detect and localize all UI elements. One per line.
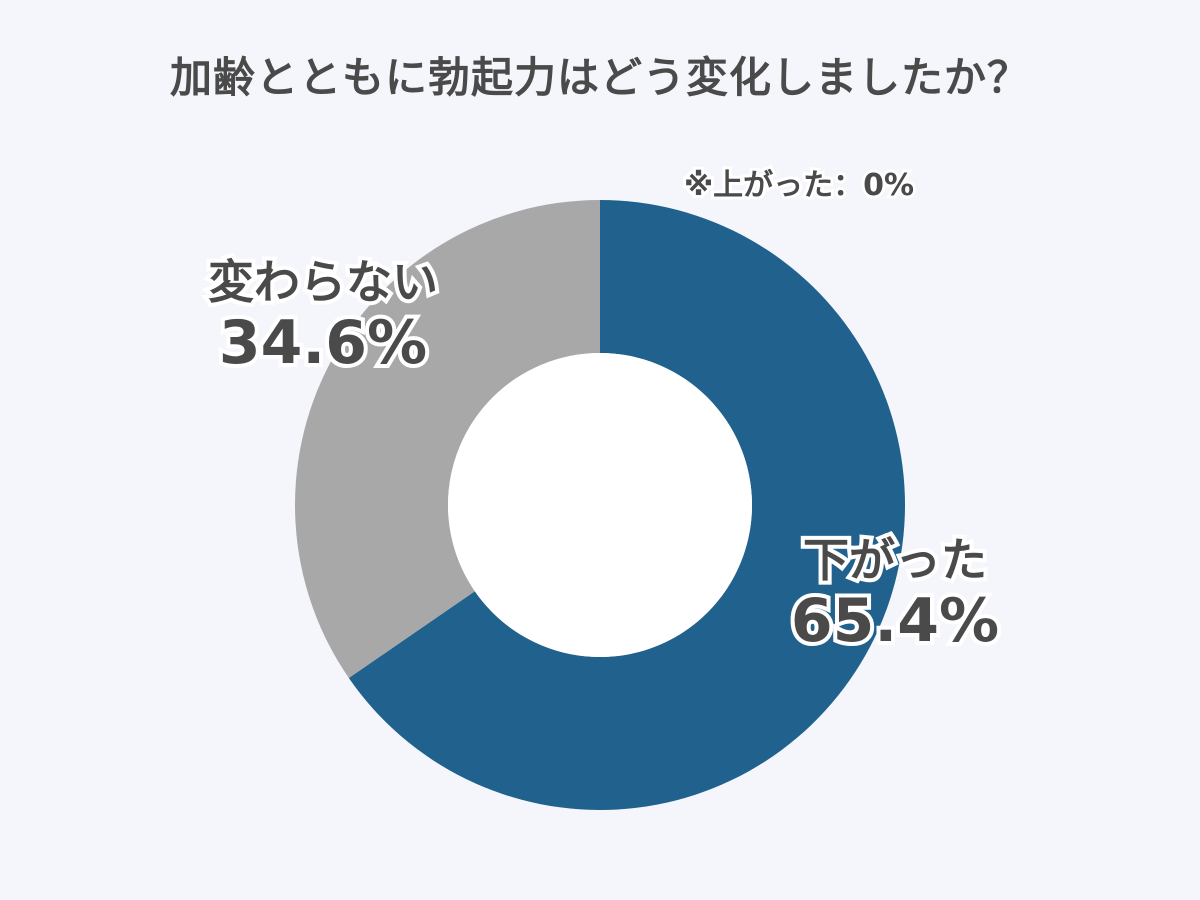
slice-label-unchanged: 変わらない 34.6% [168, 252, 478, 382]
slice-decreased [348, 200, 905, 811]
slice-value-decreased: 65.4% [787, 582, 1003, 659]
slice-unchanged [294, 199, 600, 679]
slice-name-unchanged: 変わらない [204, 252, 442, 313]
slice-label-decreased: 下がった 65.4% [770, 530, 1020, 660]
chart-title: 加齢とともに勃起力はどう変化しましたか？ [169, 53, 1030, 102]
slice-name-decreased: 下がった [799, 530, 991, 591]
donut-hole [448, 353, 752, 657]
zero-value-note: ※上がった：0% [681, 165, 917, 206]
slice-value-unchanged: 34.6% [215, 304, 431, 381]
